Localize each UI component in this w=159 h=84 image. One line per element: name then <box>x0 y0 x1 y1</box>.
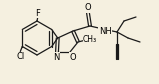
Text: NH: NH <box>99 27 111 37</box>
Text: O: O <box>85 4 91 13</box>
Text: O: O <box>70 52 76 61</box>
Text: F: F <box>36 8 40 17</box>
Text: Cl: Cl <box>16 52 24 61</box>
Text: CH₃: CH₃ <box>83 35 97 44</box>
Text: N: N <box>53 52 59 61</box>
